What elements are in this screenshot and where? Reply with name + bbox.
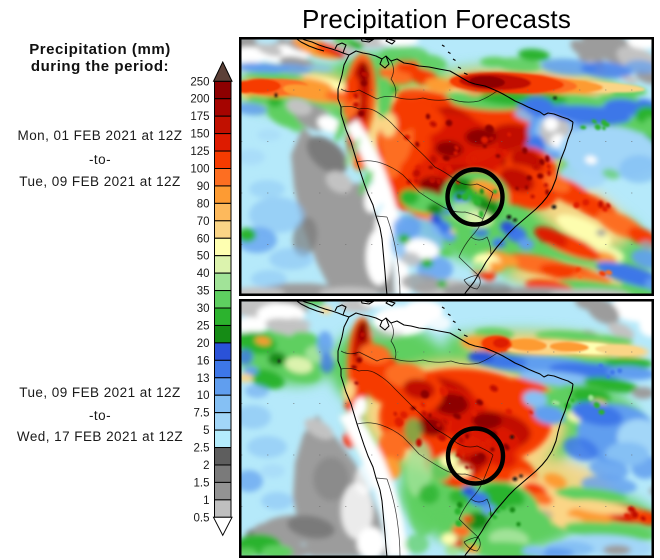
svg-text:1.5: 1.5 (194, 477, 210, 489)
svg-text:175: 175 (190, 111, 209, 123)
svg-text:100: 100 (190, 164, 209, 176)
svg-text:10: 10 (197, 390, 210, 402)
svg-text:250: 250 (190, 76, 209, 88)
svg-text:40: 40 (197, 268, 210, 280)
svg-text:25: 25 (197, 320, 210, 332)
svg-text:80: 80 (197, 198, 210, 210)
svg-text:60: 60 (197, 233, 210, 245)
svg-text:16: 16 (197, 355, 210, 367)
svg-text:13: 13 (197, 373, 210, 385)
svg-text:90: 90 (197, 181, 210, 193)
svg-text:20: 20 (197, 338, 210, 350)
svg-text:1: 1 (203, 495, 209, 507)
svg-text:7.5: 7.5 (194, 408, 210, 420)
svg-text:200: 200 (190, 94, 209, 106)
svg-text:0.5: 0.5 (194, 512, 210, 524)
svg-text:5: 5 (203, 425, 209, 437)
svg-text:35: 35 (197, 286, 210, 298)
svg-text:50: 50 (197, 251, 210, 263)
svg-text:30: 30 (197, 303, 210, 315)
svg-text:125: 125 (190, 146, 209, 158)
svg-text:150: 150 (190, 129, 209, 141)
svg-text:2: 2 (203, 460, 209, 472)
svg-text:2.5: 2.5 (194, 443, 210, 455)
svg-text:70: 70 (197, 216, 210, 228)
